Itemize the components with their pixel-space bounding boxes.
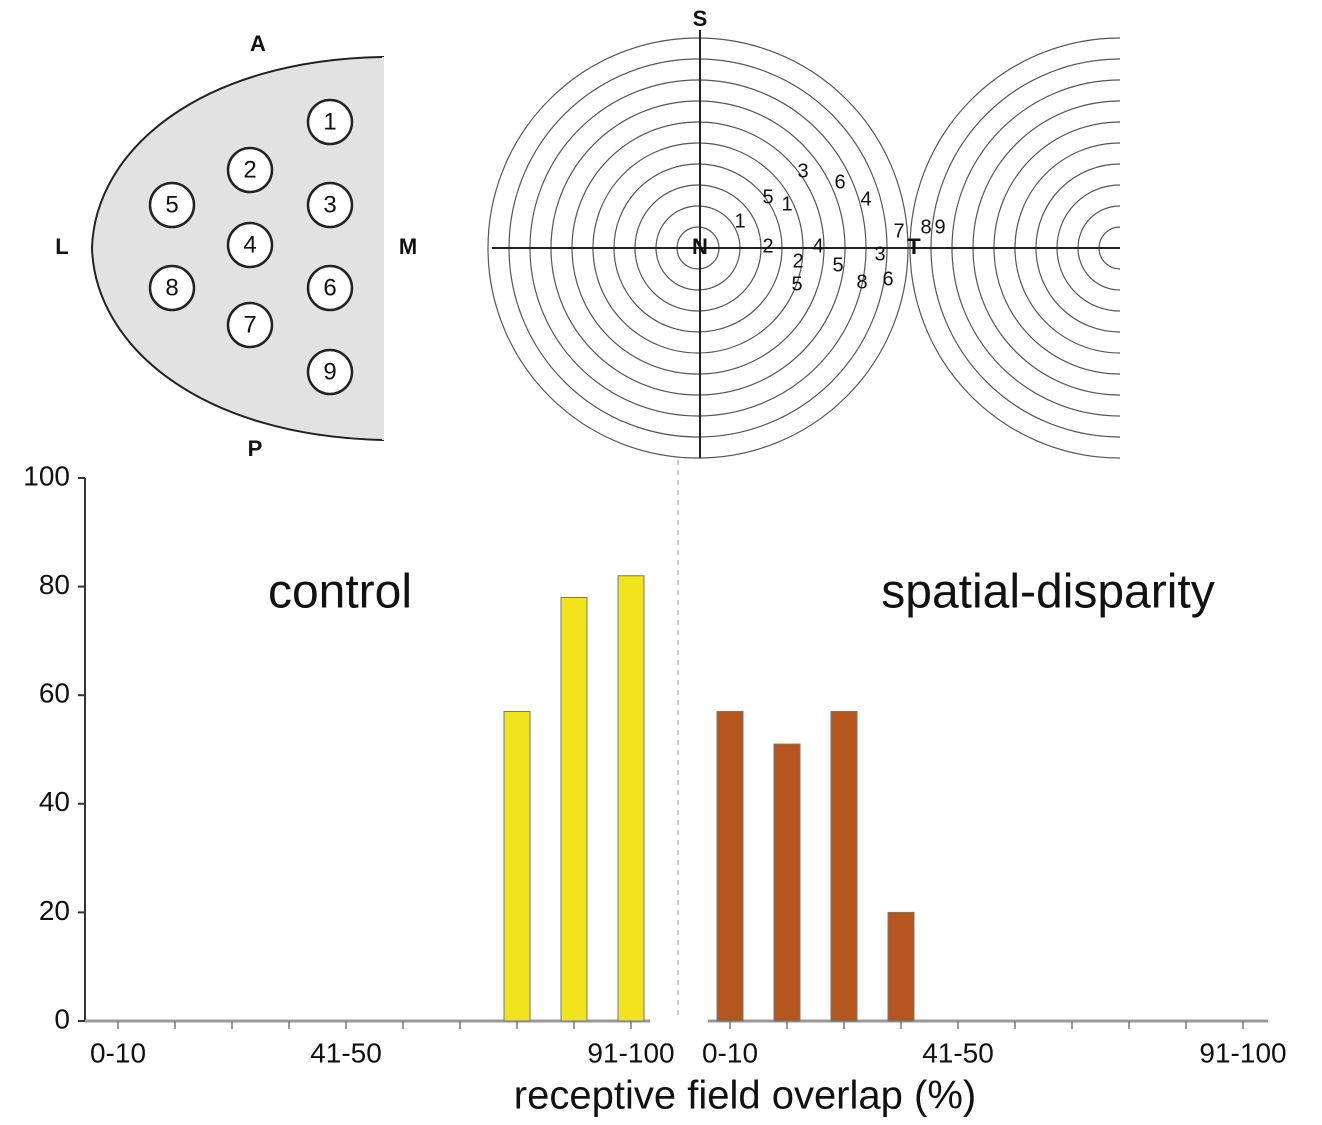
x-tick-label: 91-100 — [587, 1037, 674, 1068]
x-axis-label: receptive field overlap (%) — [514, 1074, 976, 1118]
y-tick-label: 20 — [39, 895, 70, 926]
orientation-label: N — [692, 234, 708, 259]
orientation-label: S — [693, 6, 708, 31]
marker-label: 7 — [893, 220, 904, 242]
orientation-label: A — [250, 31, 266, 56]
marker-label: 4 — [812, 235, 823, 257]
marker-label: 4 — [860, 188, 871, 210]
bar — [888, 912, 914, 1021]
site-label: 2 — [243, 156, 256, 183]
marker-label: 6 — [882, 268, 893, 290]
marker-label: 6 — [834, 171, 845, 193]
marker-label: 5 — [832, 254, 843, 276]
y-tick-label: 40 — [39, 786, 70, 817]
bar — [504, 711, 530, 1021]
marker-label: 9 — [934, 216, 945, 238]
marker-label: 1 — [781, 193, 792, 215]
marker-label: 3 — [797, 160, 808, 182]
site-label: 1 — [323, 108, 336, 135]
site-label: 9 — [323, 358, 336, 385]
marker-label: 8 — [920, 216, 931, 238]
orientation-label: L — [55, 234, 68, 259]
marker-label: 2 — [762, 235, 773, 257]
marker-label: 5 — [762, 186, 773, 208]
site-label: 7 — [243, 311, 256, 338]
site-label: 3 — [323, 191, 336, 218]
orientation-label: P — [248, 436, 263, 461]
site-label: 5 — [165, 191, 178, 218]
site-label: 6 — [323, 274, 336, 301]
y-tick-label: 0 — [54, 1003, 70, 1034]
orientation-label: M — [399, 234, 417, 259]
marker-label: 1 — [734, 210, 745, 232]
bar — [717, 711, 743, 1021]
y-tick-label: 100 — [23, 460, 70, 491]
y-tick-label: 80 — [39, 569, 70, 600]
x-tick-label: 0-10 — [90, 1037, 146, 1068]
bar — [618, 576, 644, 1021]
x-tick-label: 41-50 — [922, 1037, 994, 1068]
site-label: 4 — [243, 231, 256, 258]
bar — [831, 711, 857, 1021]
figure: SNT31425679651245388 ALMP123456789020406… — [0, 0, 1322, 1125]
marker-label: 5 — [791, 273, 802, 295]
panel-annotation: spatial-disparity — [881, 566, 1214, 619]
x-tick-label: 0-10 — [702, 1037, 758, 1068]
marker-label: 3 — [874, 243, 885, 265]
y-tick-label: 60 — [39, 678, 70, 709]
site-label: 8 — [165, 274, 178, 301]
bar — [561, 597, 587, 1021]
panel-annotation: control — [268, 566, 412, 619]
marker-label: 2 — [792, 250, 803, 272]
bar — [774, 744, 800, 1021]
x-tick-label: 91-100 — [1199, 1037, 1286, 1068]
orientation-label: T — [907, 234, 921, 259]
x-tick-label: 41-50 — [310, 1037, 382, 1068]
marker-label: 8 — [856, 271, 867, 293]
